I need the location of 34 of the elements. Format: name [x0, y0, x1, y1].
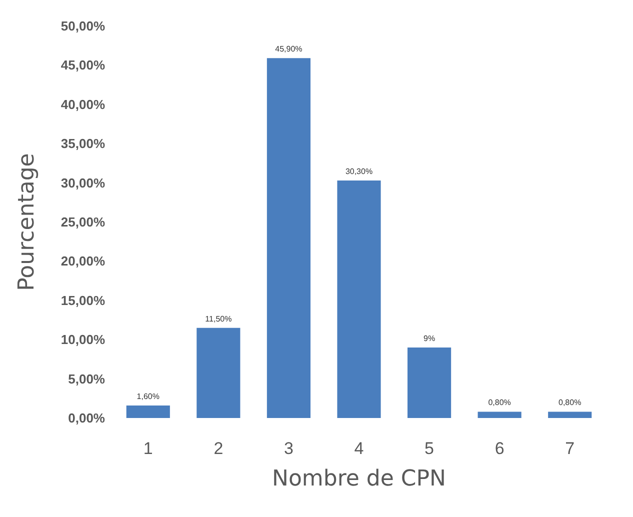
y-tick-label: 45,00% [60, 58, 106, 73]
data-label: 45,90% [275, 44, 302, 54]
y-tick-label: 30,00% [60, 175, 106, 190]
x-tick-label: 6 [494, 439, 504, 458]
y-tick-label: 40,00% [60, 96, 106, 112]
x-tick-label: 7 [565, 439, 575, 458]
y-tick-label: 0,00% [68, 410, 106, 426]
data-label: 11,50% [205, 314, 232, 324]
bar [126, 405, 170, 418]
x-axis-title: Nombre de CPN [272, 466, 446, 492]
data-label: 30,30% [345, 166, 373, 176]
y-tick-label: 35,00% [60, 136, 106, 152]
x-tick-label: 5 [424, 439, 434, 458]
data-label: 0,80% [488, 398, 511, 408]
x-tick-label: 4 [354, 439, 364, 458]
bar [196, 328, 240, 418]
y-tick-label: 25,00% [60, 214, 106, 230]
bar [407, 347, 452, 418]
y-tick-label: 5,00% [68, 371, 106, 386]
bar [266, 58, 311, 418]
x-tick-label: 2 [214, 439, 224, 458]
data-label: 9% [424, 334, 436, 343]
y-tick-label: 20,00% [60, 254, 106, 269]
y-tick-label: 15,00% [60, 292, 106, 308]
y-axis-title: Pourcentage [14, 153, 40, 291]
y-tick-label: 10,00% [60, 332, 106, 348]
x-tick-label: 3 [284, 439, 294, 458]
bar [337, 180, 381, 418]
data-label: 0,80% [558, 398, 582, 408]
bar [478, 412, 522, 418]
data-label: 1,60% [136, 392, 160, 401]
y-tick-label: 50,00% [60, 18, 106, 34]
bar [548, 412, 592, 418]
x-tick-label: 1 [143, 439, 153, 458]
